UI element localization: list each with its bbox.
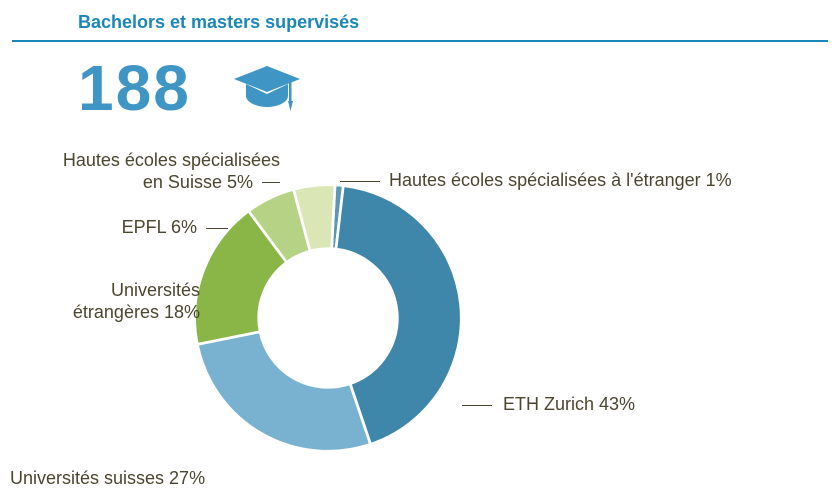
label-hes-foreign-text: Hautes écoles spécialisées à l'étranger …	[389, 170, 732, 190]
label-uni-foreign-line2: étrangères 18%	[73, 302, 200, 322]
label-uni-foreign-line1: Universités	[111, 280, 200, 300]
label-epfl: EPFL 6%	[78, 217, 228, 239]
label-uni-ch: Universités suisses 27%	[10, 468, 205, 490]
label-uni-ch-text: Universités suisses 27%	[10, 468, 205, 488]
slice-uni_ch	[197, 332, 370, 452]
label-eth-text: ETH Zurich 43%	[503, 394, 635, 414]
label-hes-foreign: Hautes écoles spécialisées à l'étranger …	[340, 170, 732, 192]
label-hes-suisse-line1: Hautes écoles spécialisées	[63, 150, 280, 170]
label-uni-foreign: Universités étrangères 18%	[30, 280, 200, 323]
label-hes-suisse-line2: en Suisse 5%	[143, 172, 253, 192]
label-hes-suisse: Hautes écoles spécialisées en Suisse 5%	[10, 150, 280, 193]
big-number: 188	[78, 56, 191, 120]
graduation-cap-icon	[232, 64, 302, 114]
donut-chart	[192, 182, 464, 454]
title-rule	[12, 40, 828, 42]
page-title: Bachelors et masters supervisés	[78, 12, 359, 33]
label-eth: ETH Zurich 43%	[462, 394, 635, 416]
label-epfl-text: EPFL 6%	[122, 217, 197, 237]
